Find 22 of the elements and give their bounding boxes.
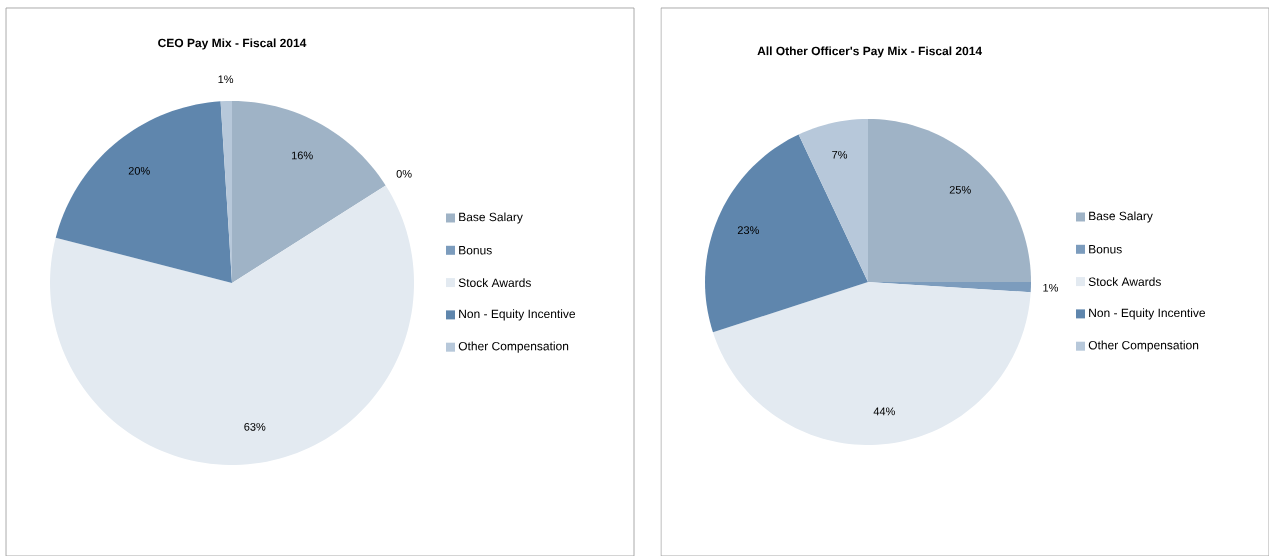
- data-label: 20%: [128, 166, 150, 175]
- legend-label: Other Compensation: [458, 341, 569, 353]
- text: 0%: [396, 169, 412, 178]
- data-label: 25%: [949, 185, 971, 194]
- legend-label: Other Compensation: [1088, 340, 1199, 352]
- data-label: 7%: [832, 150, 848, 159]
- data-label: 1%: [1043, 283, 1059, 292]
- legend-label: Bonus: [459, 246, 492, 255]
- legend-label: Non - Equity Incentive: [459, 309, 576, 321]
- chart-title: CEO Pay Mix - Fiscal 2014: [158, 38, 307, 50]
- legend-label: Base Salary: [1089, 211, 1153, 223]
- data-label: 44%: [873, 407, 895, 416]
- data-label: 1%: [218, 75, 234, 84]
- chart-title: All Other Officer's Pay Mix - Fiscal 2014: [757, 46, 983, 58]
- data-label: 63%: [244, 422, 266, 431]
- data-label: 16%: [291, 151, 313, 160]
- data-label: 23%: [737, 226, 759, 235]
- legend-label: Stock Awards: [1088, 277, 1161, 286]
- legend-label: Base Salary: [459, 212, 523, 224]
- legend-label: Non - Equity Incentive: [1089, 308, 1206, 320]
- legend-label: Stock Awards: [458, 278, 531, 287]
- legend-label: Bonus: [1089, 245, 1122, 254]
